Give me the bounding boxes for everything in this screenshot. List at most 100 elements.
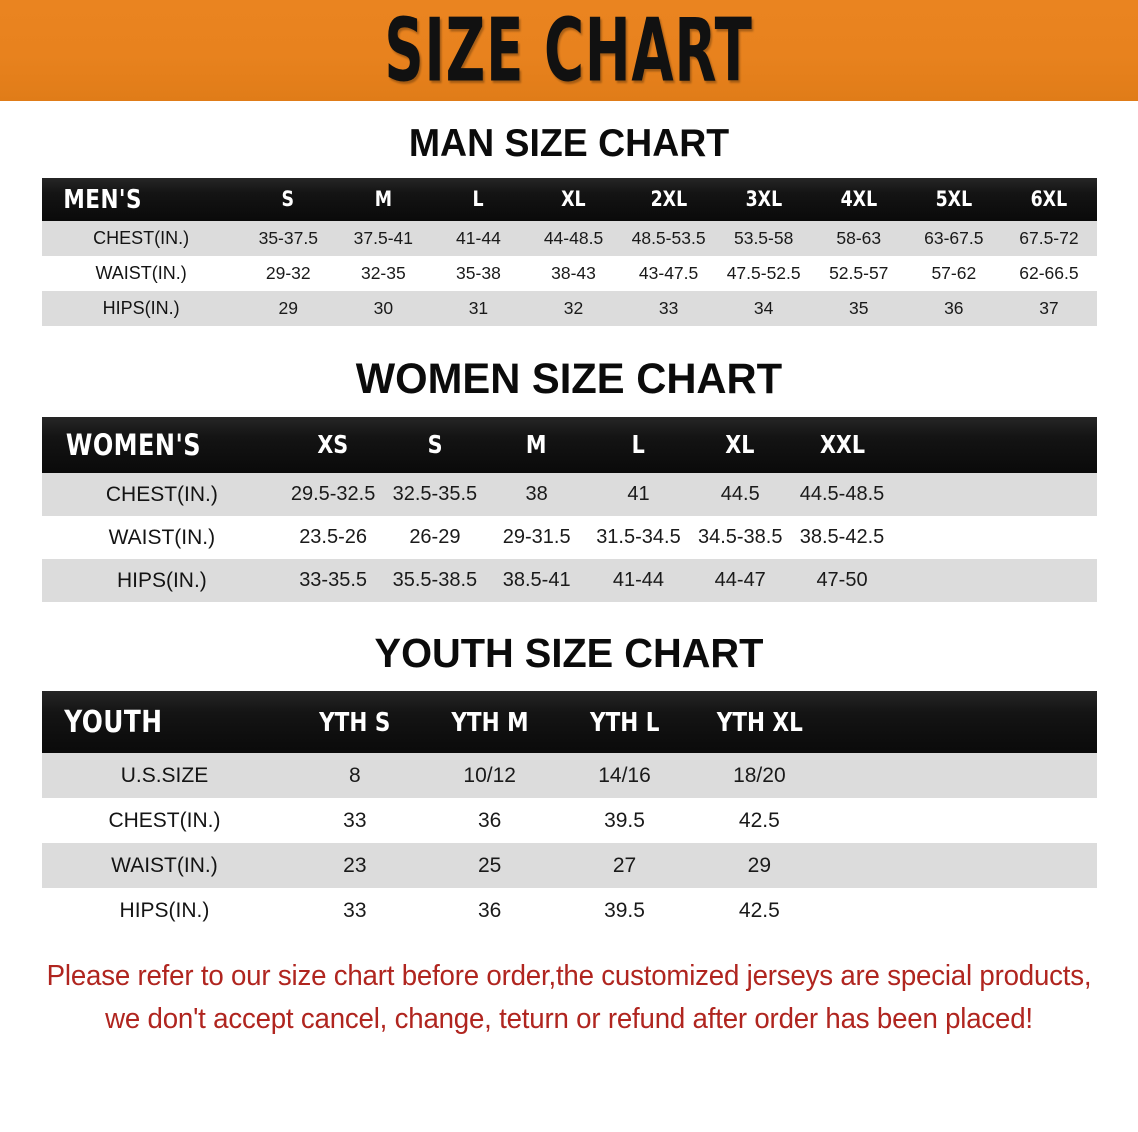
women-measurement-cell: 44-47 [689,559,792,602]
women-measurement-cell: 38.5-42.5 [791,516,893,559]
banner-title: SIZE CHART [384,0,754,101]
man-column-header-text: L [472,187,484,211]
women-measurement-cell: 41-44 [587,559,690,602]
youth-row-label: HIPS(IN.) [41,888,288,933]
youth-measurement-cell: 39.5 [557,798,692,843]
man-measurement-cell: 67.5-72 [1001,221,1097,256]
women-column-header-text: L [631,430,646,459]
youth-column-header: YTH XL [691,691,827,753]
women-column-header: XXL [791,417,893,473]
youth-measurement-cell: 27 [557,843,692,888]
disclaimer-line-2: we don't accept cancel, change, teturn o… [105,1003,1033,1035]
man-table-row: HIPS(IN.) 29 30 31 32 33 34 35 36 37 [41,291,1097,326]
man-measurement-cell: 44-48.5 [525,221,622,256]
disclaimer-line-1: Please refer to our size chart before or… [46,960,1092,992]
man-column-header: 2XL [621,178,717,221]
women-measurement-cell [994,559,1097,602]
man-column-header: 5XL [906,178,1002,221]
man-measurement-cell: 57-62 [906,256,1002,291]
man-measurement-cell: 29 [240,291,336,326]
women-measurement-cell [892,559,995,602]
man-column-header: 4XL [811,178,907,221]
man-measurement-cell: 32 [525,291,622,326]
man-column-header: L [430,178,526,221]
women-measurement-cell: 44.5-48.5 [791,473,893,516]
order-policy-disclaimer: Please refer to our size chart before or… [29,955,1109,1041]
man-measurement-cell: 62-66.5 [1001,256,1097,291]
youth-measurement-cell [826,843,962,888]
youth-measurement-cell: 39.5 [557,888,692,933]
man-header-label-text: MEN'S [62,185,142,215]
man-measurement-cell: 47.5-52.5 [716,256,812,291]
youth-row-label: WAIST(IN.) [41,843,288,888]
youth-measurement-cell: 33 [287,888,423,933]
women-measurement-cell: 34.5-38.5 [689,516,792,559]
women-column-header-text: XL [725,430,755,459]
youth-measurement-cell [826,888,962,933]
women-measurement-cell [892,473,995,516]
man-column-header-text: 6XL [1030,187,1068,211]
youth-table-wrap: YOUTH YTH S YTH M YTH L YTH XL U.S.SIZE 8 10/1… [41,691,1097,933]
women-table-head: WOMEN'S XS S M L XL XXL [41,417,1097,473]
man-header-row: MEN'S S M L XL 2XL 3XL 4XL 5XL 6XL [41,178,1097,221]
youth-section-title: YOUTH SIZE CHART [374,630,764,676]
youth-column-header-text: YTH L [589,707,660,738]
youth-table-head: YOUTH YTH S YTH M YTH L YTH XL [41,691,1097,753]
youth-size-table: YOUTH YTH S YTH M YTH L YTH XL U.S.SIZE 8 10/1… [41,691,1097,933]
youth-measurement-cell: 23 [287,843,423,888]
man-measurement-cell: 48.5-53.5 [621,221,717,256]
youth-table-row: CHEST(IN.) 33 36 39.5 42.5 [41,798,1097,843]
youth-measurement-cell: 42.5 [691,888,827,933]
women-table-body: CHEST(IN.) 29.5-32.5 32.5-35.5 38 41 44.5 44.5… [41,473,1097,602]
women-header-row: WOMEN'S XS S M L XL XXL [41,417,1097,473]
women-measurement-cell [892,516,995,559]
women-column-header: XL [689,417,792,473]
women-column-header-text: XS [317,430,349,459]
women-measurement-cell: 35.5-38.5 [384,559,486,602]
man-column-header-text: 4XL [840,187,878,211]
women-column-header-text: M [526,430,547,459]
man-measurement-cell: 41-44 [430,221,526,256]
man-table-wrap: MEN'S S M L XL 2XL 3XL 4XL 5XL 6XL CHEST(IN.) 35-3… [41,178,1097,326]
youth-column-header [961,691,1097,753]
man-measurement-cell: 58-63 [811,221,907,256]
man-measurement-cell: 32-35 [335,256,431,291]
women-measurement-cell [994,516,1097,559]
youth-table-row: U.S.SIZE 8 10/12 14/16 18/20 [41,753,1097,798]
man-column-header: M [335,178,431,221]
man-measurement-cell: 37 [1001,291,1097,326]
man-column-header-text: 2XL [650,187,687,211]
women-table-wrap: WOMEN'S XS S M L XL XXL CHEST(IN.) 29.5-32.5 32.… [41,417,1097,602]
women-column-header-text: S [427,430,443,459]
women-measurement-cell [994,473,1097,516]
youth-header-label-text: YOUTH [63,704,163,740]
man-table-head: MEN'S S M L XL 2XL 3XL 4XL 5XL 6XL [41,178,1097,221]
youth-measurement-cell [826,753,962,798]
man-column-header-text: 5XL [935,187,973,211]
youth-measurement-cell: 42.5 [691,798,827,843]
women-column-header [892,417,995,473]
youth-measurement-cell: 14/16 [557,753,692,798]
man-measurement-cell: 35 [811,291,907,326]
women-column-header-text: XXL [819,430,865,459]
women-column-header: XS [282,417,384,473]
youth-column-header: YTH S [287,691,423,753]
women-measurement-cell: 23.5-26 [282,516,384,559]
youth-measurement-cell: 33 [287,798,423,843]
youth-column-header-text: YTH M [451,707,529,738]
youth-column-header-text: YTH XL [716,707,803,738]
youth-column-header [826,691,962,753]
women-column-header [994,417,1097,473]
man-measurement-cell: 36 [906,291,1002,326]
women-measurement-cell: 31.5-34.5 [587,516,690,559]
youth-column-header: YTH M [422,691,558,753]
youth-measurement-cell [961,798,1097,843]
man-measurement-cell: 43-47.5 [621,256,717,291]
youth-measurement-cell [961,843,1097,888]
man-table-row: CHEST(IN.) 35-37.5 37.5-41 41-44 44-48.5 48.5… [41,221,1097,256]
women-measurement-cell: 32.5-35.5 [384,473,486,516]
youth-measurement-cell: 36 [422,798,558,843]
man-measurement-cell: 53.5-58 [716,221,812,256]
man-measurement-cell: 31 [430,291,526,326]
